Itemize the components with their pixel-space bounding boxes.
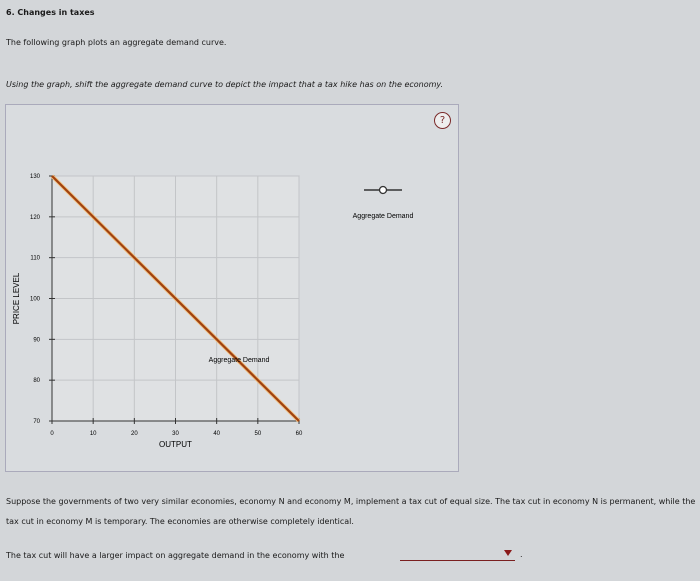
y-tick-label: 90 bbox=[33, 337, 40, 343]
x-tick-label: 0 bbox=[50, 431, 54, 437]
help-icon[interactable]: ? bbox=[434, 112, 451, 129]
x-tick-label: 60 bbox=[296, 431, 303, 437]
graph-panel: ? 0 10 20 30 40 50 60 70 80 90 100 110 120 130 OUTPUT P… bbox=[5, 104, 459, 472]
x-tick-label: 30 bbox=[172, 431, 179, 437]
y-tick-label: 100 bbox=[30, 297, 41, 303]
economy-dropdown[interactable] bbox=[400, 548, 515, 561]
x-axis-label: OUTPUT bbox=[159, 440, 192, 449]
x-tick-label: 10 bbox=[90, 431, 97, 437]
ad-curve bbox=[51, 175, 300, 422]
y-tick-label: 80 bbox=[33, 378, 40, 384]
legend-label: Aggregate Demand bbox=[353, 213, 414, 220]
legend-marker-icon bbox=[378, 185, 388, 195]
x-tick-label: 40 bbox=[213, 431, 220, 437]
y-tick-label: 120 bbox=[30, 215, 41, 221]
scenario-text: Suppose the governments of two very simi… bbox=[6, 497, 696, 526]
ad-curve-label: Aggregate Demand bbox=[209, 357, 270, 364]
ad-chart[interactable]: 0 10 20 30 40 50 60 70 80 90 100 110 120 130 OUTPUT PRI… bbox=[6, 105, 458, 471]
y-tick-label: 70 bbox=[33, 419, 40, 425]
question-title: 6. Changes in taxes bbox=[6, 8, 95, 17]
y-tick-label: 130 bbox=[30, 174, 41, 180]
y-tick-label: 110 bbox=[30, 256, 40, 262]
instruction-text: Using the graph, shift the aggregate dem… bbox=[6, 80, 444, 89]
period: . bbox=[520, 550, 523, 559]
intro-text: The following graph plots an aggregate d… bbox=[6, 38, 227, 47]
dropdown-arrow-icon bbox=[504, 550, 512, 556]
prompt-text: The tax cut will have a larger impact on… bbox=[6, 551, 345, 560]
x-tick-label: 20 bbox=[131, 431, 138, 437]
x-tick-label: 50 bbox=[254, 431, 261, 437]
y-axis-label: PRICE LEVEL bbox=[12, 272, 21, 324]
